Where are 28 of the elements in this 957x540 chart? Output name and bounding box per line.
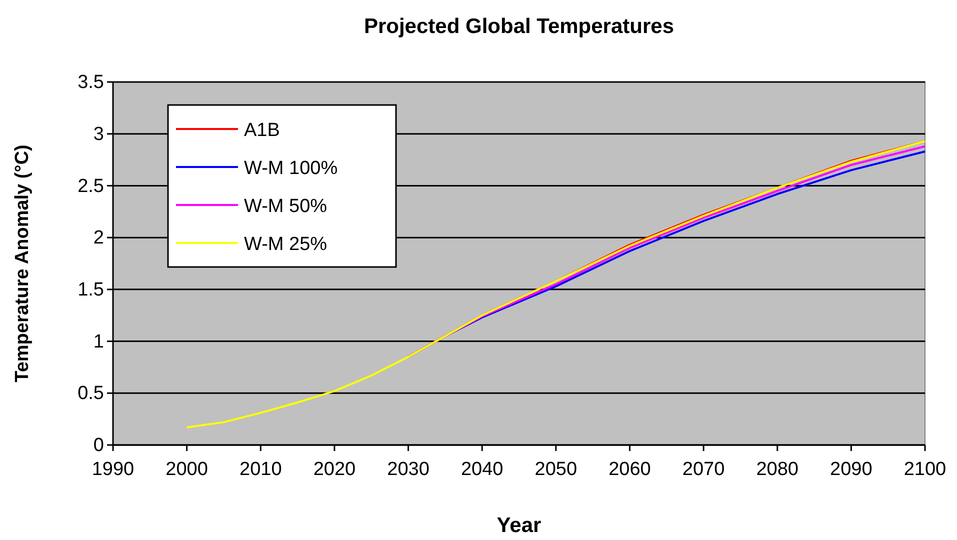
y-tick-label: 3.5 — [78, 72, 104, 94]
y-axis-title: Temperature Anomaly (°C) — [12, 144, 33, 382]
line-series — [186, 140, 926, 428]
x-tick-label: 2050 — [534, 458, 578, 480]
x-tick-label: 2010 — [239, 458, 282, 480]
x-axis-title: Year — [496, 514, 542, 537]
x-tick-label: 2030 — [387, 458, 430, 480]
y-tick-label: 1 — [93, 331, 104, 352]
legend-label: W-M 25% — [244, 234, 328, 255]
x-tick-label: 2090 — [830, 458, 872, 480]
chart-title: Projected Global Temperatures — [364, 15, 674, 38]
x-tick-label: 2040 — [460, 458, 504, 480]
y-tick-label: 1.5 — [78, 280, 104, 301]
x-tick-label: 1990 — [92, 458, 134, 480]
x-tick-label: 2020 — [313, 458, 356, 480]
legend-label: W-M 50% — [244, 196, 328, 217]
legend-label: A1B — [244, 120, 280, 141]
y-tick-label: 3 — [93, 124, 104, 145]
x-tick-label: 2000 — [166, 458, 208, 480]
x-tick-label: 2080 — [756, 458, 799, 480]
y-tick-label: 2.5 — [78, 176, 104, 197]
x-tick-label: 2070 — [682, 458, 725, 480]
legend-label: W-M 100% — [244, 158, 338, 179]
y-tick-label: 2 — [93, 228, 104, 249]
x-tick-label: 2100 — [904, 458, 946, 480]
y-tick-label: 0.5 — [78, 383, 104, 404]
y-tick-label: 0 — [93, 435, 104, 456]
x-tick-label: 2060 — [608, 458, 651, 480]
